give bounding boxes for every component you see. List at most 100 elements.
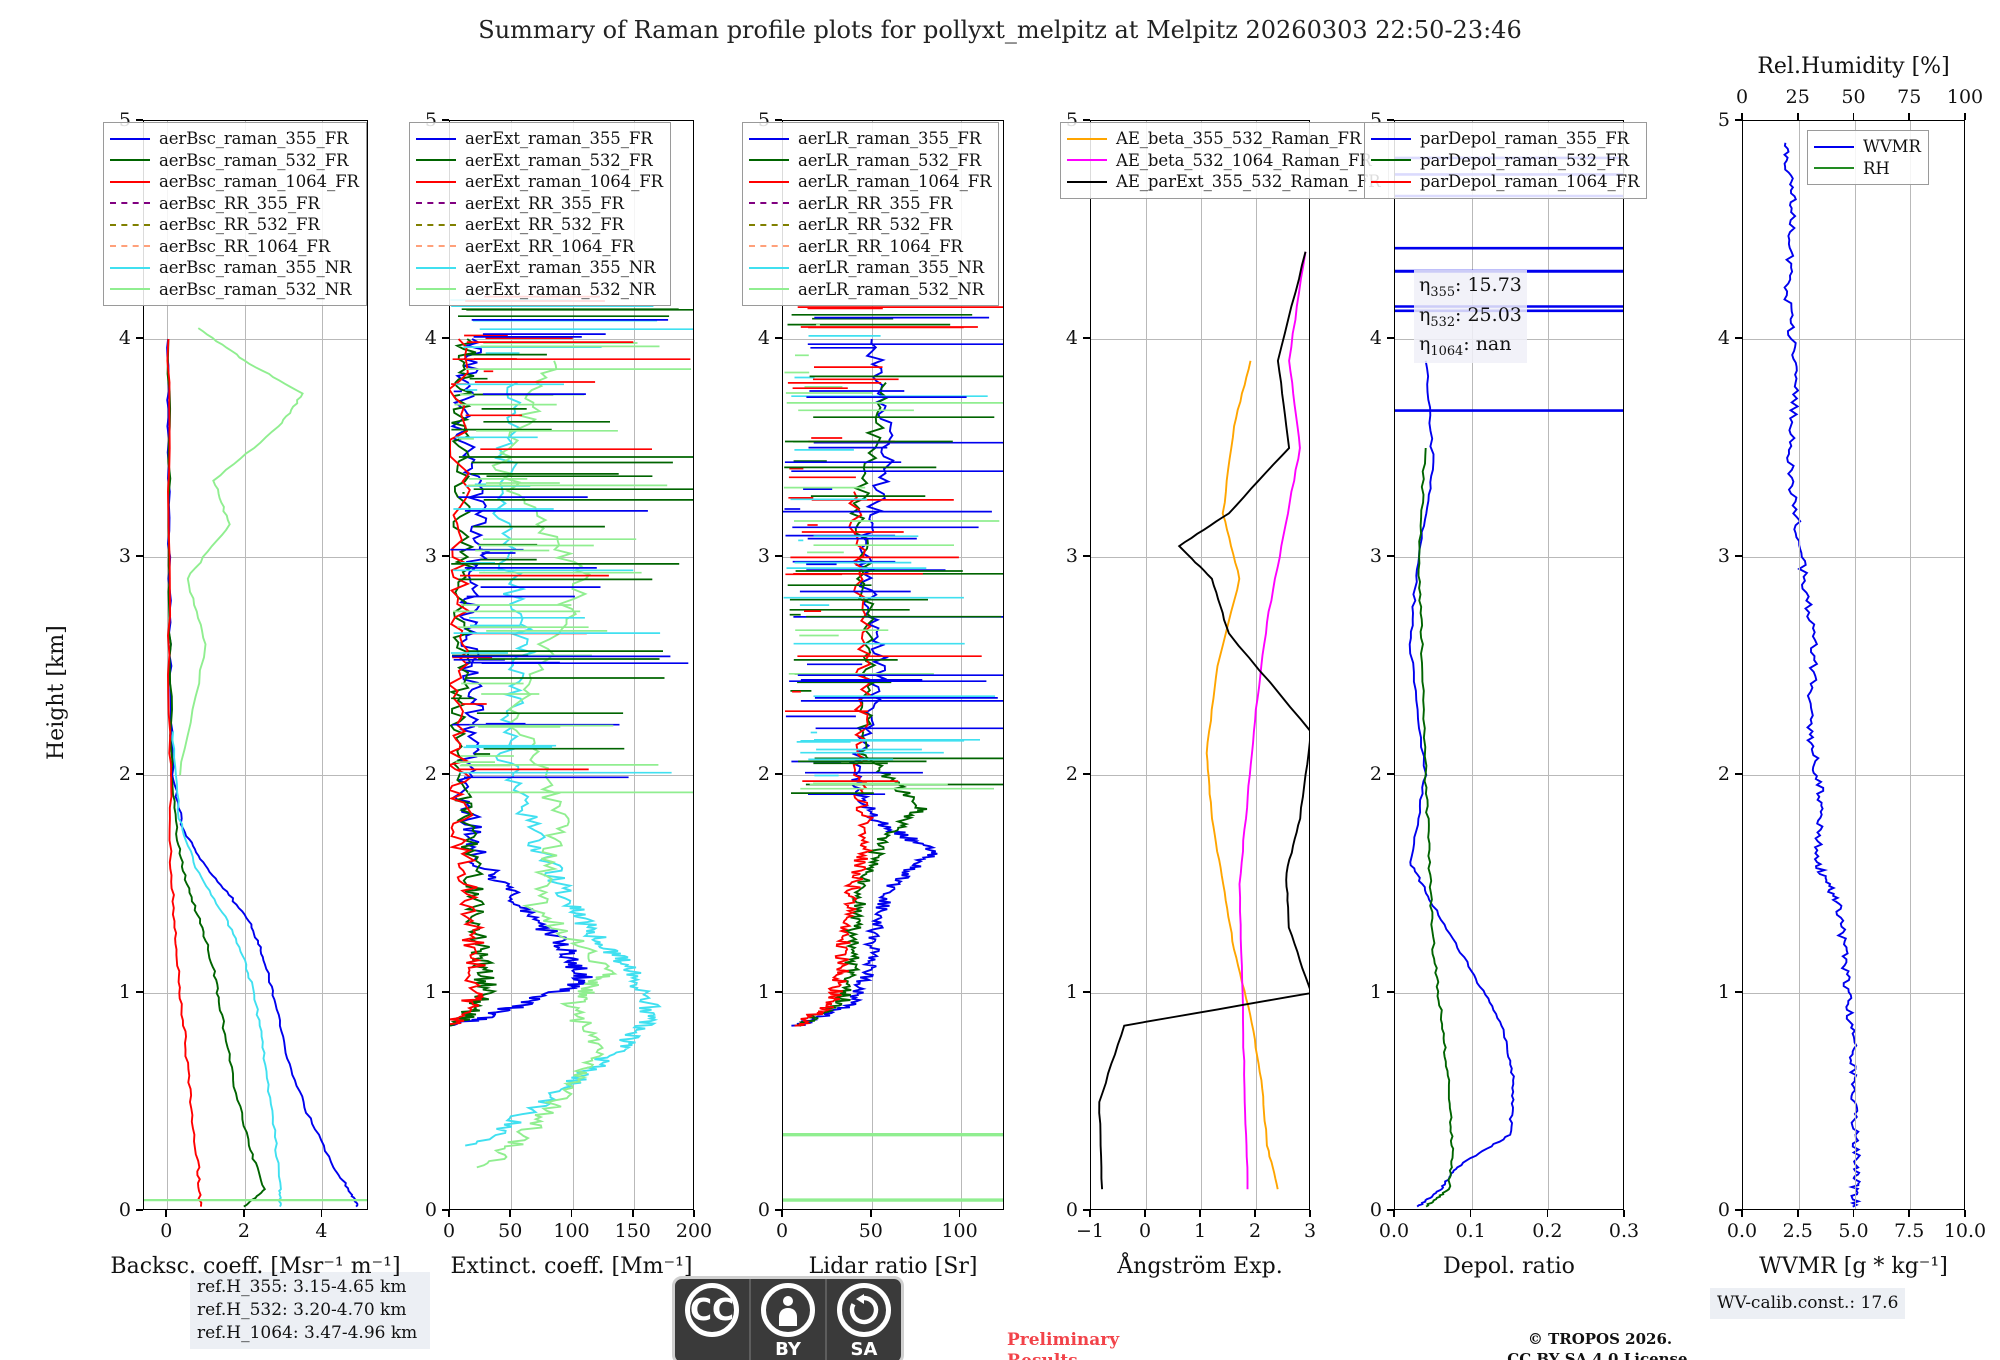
x-tick-label: 50 xyxy=(498,1220,523,1242)
legend-item[interactable]: aerExt_raman_355_FR xyxy=(416,128,663,150)
legend-color-swatch xyxy=(749,202,789,205)
gridline-h xyxy=(1091,339,1309,340)
legend-item[interactable]: aerBsc_raman_355_FR xyxy=(110,128,359,150)
legend-lidar-ratio[interactable]: aerLR_raman_355_FR aerLR_raman_532_FR aerL… xyxy=(742,122,1000,306)
legend-label: parDepol_raman_355_FR xyxy=(1420,129,1629,149)
y-tick-mark xyxy=(1083,1209,1090,1211)
top-x-tick-label: 50 xyxy=(1841,86,1866,108)
legend-item[interactable]: aerLR_RR_1064_FR xyxy=(749,236,991,258)
legend-item[interactable]: aerBsc_raman_1064_FR xyxy=(110,171,359,193)
gridline-h xyxy=(1091,775,1309,776)
gridline-h xyxy=(450,557,693,558)
legend-extinction[interactable]: aerExt_raman_355_FR aerExt_raman_532_FR ae… xyxy=(409,122,671,306)
legend-item[interactable]: aerBsc_RR_1064_FR xyxy=(110,236,359,258)
legend-item[interactable]: aerExt_raman_355_NR xyxy=(416,257,663,279)
gridline-h xyxy=(450,993,693,994)
legend-item[interactable]: parDepol_raman_532_FR xyxy=(1371,150,1639,172)
y-tick-mark xyxy=(442,1209,449,1211)
legend-item[interactable]: AE_parExt_355_532_Raman_FR xyxy=(1067,171,1381,193)
legend-angstrom[interactable]: AE_beta_355_532_Raman_FR AE_beta_532_1064… xyxy=(1060,122,1389,199)
legend-color-swatch xyxy=(416,159,456,162)
curve-layer xyxy=(783,306,1003,1202)
legend-item[interactable]: parDepol_raman_1064_FR xyxy=(1371,171,1639,193)
eta-1064: η1064: nan xyxy=(1419,333,1512,360)
legend-item[interactable]: aerExt_raman_532_NR xyxy=(416,279,663,301)
gridline-v xyxy=(1256,121,1257,1209)
legend-item[interactable]: aerBsc_raman_532_FR xyxy=(110,150,359,172)
legend-item[interactable]: aerLR_raman_355_NR xyxy=(749,257,991,279)
legend-label: aerExt_RR_532_FR xyxy=(465,215,624,235)
legend-item[interactable]: AE_beta_355_532_Raman_FR xyxy=(1067,128,1381,150)
x-tick-label: 50 xyxy=(858,1220,883,1242)
legend-item[interactable]: aerExt_raman_532_FR xyxy=(416,150,663,172)
legend-color-swatch xyxy=(416,245,456,248)
legend-item[interactable]: aerLR_raman_1064_FR xyxy=(749,171,992,193)
legend-color-swatch xyxy=(1067,159,1107,162)
legend-label: aerLR_raman_355_FR xyxy=(798,129,982,149)
x-tick-mark xyxy=(958,1210,961,1217)
x-tick-mark xyxy=(870,1210,872,1217)
gridline-v xyxy=(633,121,635,1209)
legend-item[interactable]: aerLR_raman_355_FR xyxy=(749,128,991,150)
y-tick-mark xyxy=(1387,119,1394,121)
share-alike-icon xyxy=(837,1283,891,1337)
y-tick-mark xyxy=(136,773,143,775)
y-tick-mark xyxy=(1735,1209,1742,1211)
x-tick-mark xyxy=(448,1210,450,1217)
legend-color-swatch xyxy=(1371,137,1411,140)
legend-item[interactable]: parDepol_raman_355_FR xyxy=(1371,128,1639,150)
legend-color-swatch xyxy=(110,180,150,183)
curve-layer xyxy=(450,295,693,1169)
legend-label: aerExt_RR_355_FR xyxy=(465,193,624,213)
y-tick-mark xyxy=(1083,773,1090,775)
x-tick-mark xyxy=(1309,1210,1311,1217)
gridline-h xyxy=(1091,993,1309,994)
legend-item[interactable]: aerExt_RR_1064_FR xyxy=(416,236,663,258)
y-tick-label: 1 xyxy=(757,981,770,1003)
gridline-h xyxy=(450,339,693,340)
cc-by-cell: BY xyxy=(751,1279,825,1360)
legend-item[interactable]: aerBsc_raman_355_NR xyxy=(110,257,359,279)
legend-label: RH xyxy=(1863,158,1890,178)
legend-color-swatch xyxy=(416,266,456,269)
legend-backscatter[interactable]: aerBsc_raman_355_FR aerBsc_raman_532_FR ae… xyxy=(103,122,367,306)
legend-item[interactable]: aerExt_RR_532_FR xyxy=(416,214,663,236)
legend-item[interactable]: WVMR xyxy=(1814,136,1921,158)
y-tick-label: 5 xyxy=(1717,109,1730,131)
y-tick-mark xyxy=(1735,337,1742,339)
y-tick-label: 0 xyxy=(1369,1199,1382,1221)
legend-wvmr-rh[interactable]: WVMR RH xyxy=(1807,130,1929,185)
legend-item[interactable]: aerExt_RR_355_FR xyxy=(416,193,663,215)
legend-item[interactable]: AE_beta_532_1064_Raman_FR xyxy=(1067,150,1381,172)
top-x-tick-label: 75 xyxy=(1897,86,1922,108)
legend-item[interactable]: aerLR_RR_355_FR xyxy=(749,193,991,215)
legend-item[interactable]: aerLR_raman_532_FR xyxy=(749,150,991,172)
x-axis-label-angstrom: Ångström Exp. xyxy=(1117,1254,1283,1279)
y-tick-mark xyxy=(442,119,449,121)
legend-item[interactable]: aerExt_raman_1064_FR xyxy=(416,171,663,193)
legend-item[interactable]: aerBsc_raman_532_NR xyxy=(110,279,359,301)
x-tick-label: 0.0 xyxy=(1378,1220,1410,1242)
legend-label: aerExt_raman_1064_FR xyxy=(465,172,663,192)
top-x-tick-label: 25 xyxy=(1785,86,1810,108)
x-tick-label: 0.0 xyxy=(1726,1220,1758,1242)
y-tick-label: 2 xyxy=(1369,763,1382,785)
gridline-h xyxy=(783,993,1003,994)
x-tick-label: 2 xyxy=(237,1220,250,1242)
legend-item[interactable]: RH xyxy=(1814,158,1921,180)
legend-item[interactable]: aerBsc_RR_532_FR xyxy=(110,214,359,236)
legend-item[interactable]: aerLR_raman_532_NR xyxy=(749,279,991,301)
legend-label: aerLR_RR_355_FR xyxy=(798,193,953,213)
gridline-h xyxy=(1395,775,1623,776)
legend-item[interactable]: aerBsc_RR_355_FR xyxy=(110,193,359,215)
y-tick-label: 1 xyxy=(1065,981,1078,1003)
legend-item[interactable]: aerLR_RR_532_FR xyxy=(749,214,991,236)
ref-h-355: ref.H_355: 3.15-4.65 km xyxy=(197,1277,407,1297)
legend-color-swatch xyxy=(1814,167,1854,170)
x-tick-mark xyxy=(1796,1210,1799,1217)
legend-label: parDepol_raman_1064_FR xyxy=(1420,172,1640,192)
legend-depol-ratio[interactable]: parDepol_raman_355_FR parDepol_raman_532_… xyxy=(1364,122,1648,199)
legend-color-swatch xyxy=(110,266,150,269)
legend-label: AE_parExt_355_532_Raman_FR xyxy=(1116,172,1381,192)
gridline-v xyxy=(1201,121,1202,1209)
